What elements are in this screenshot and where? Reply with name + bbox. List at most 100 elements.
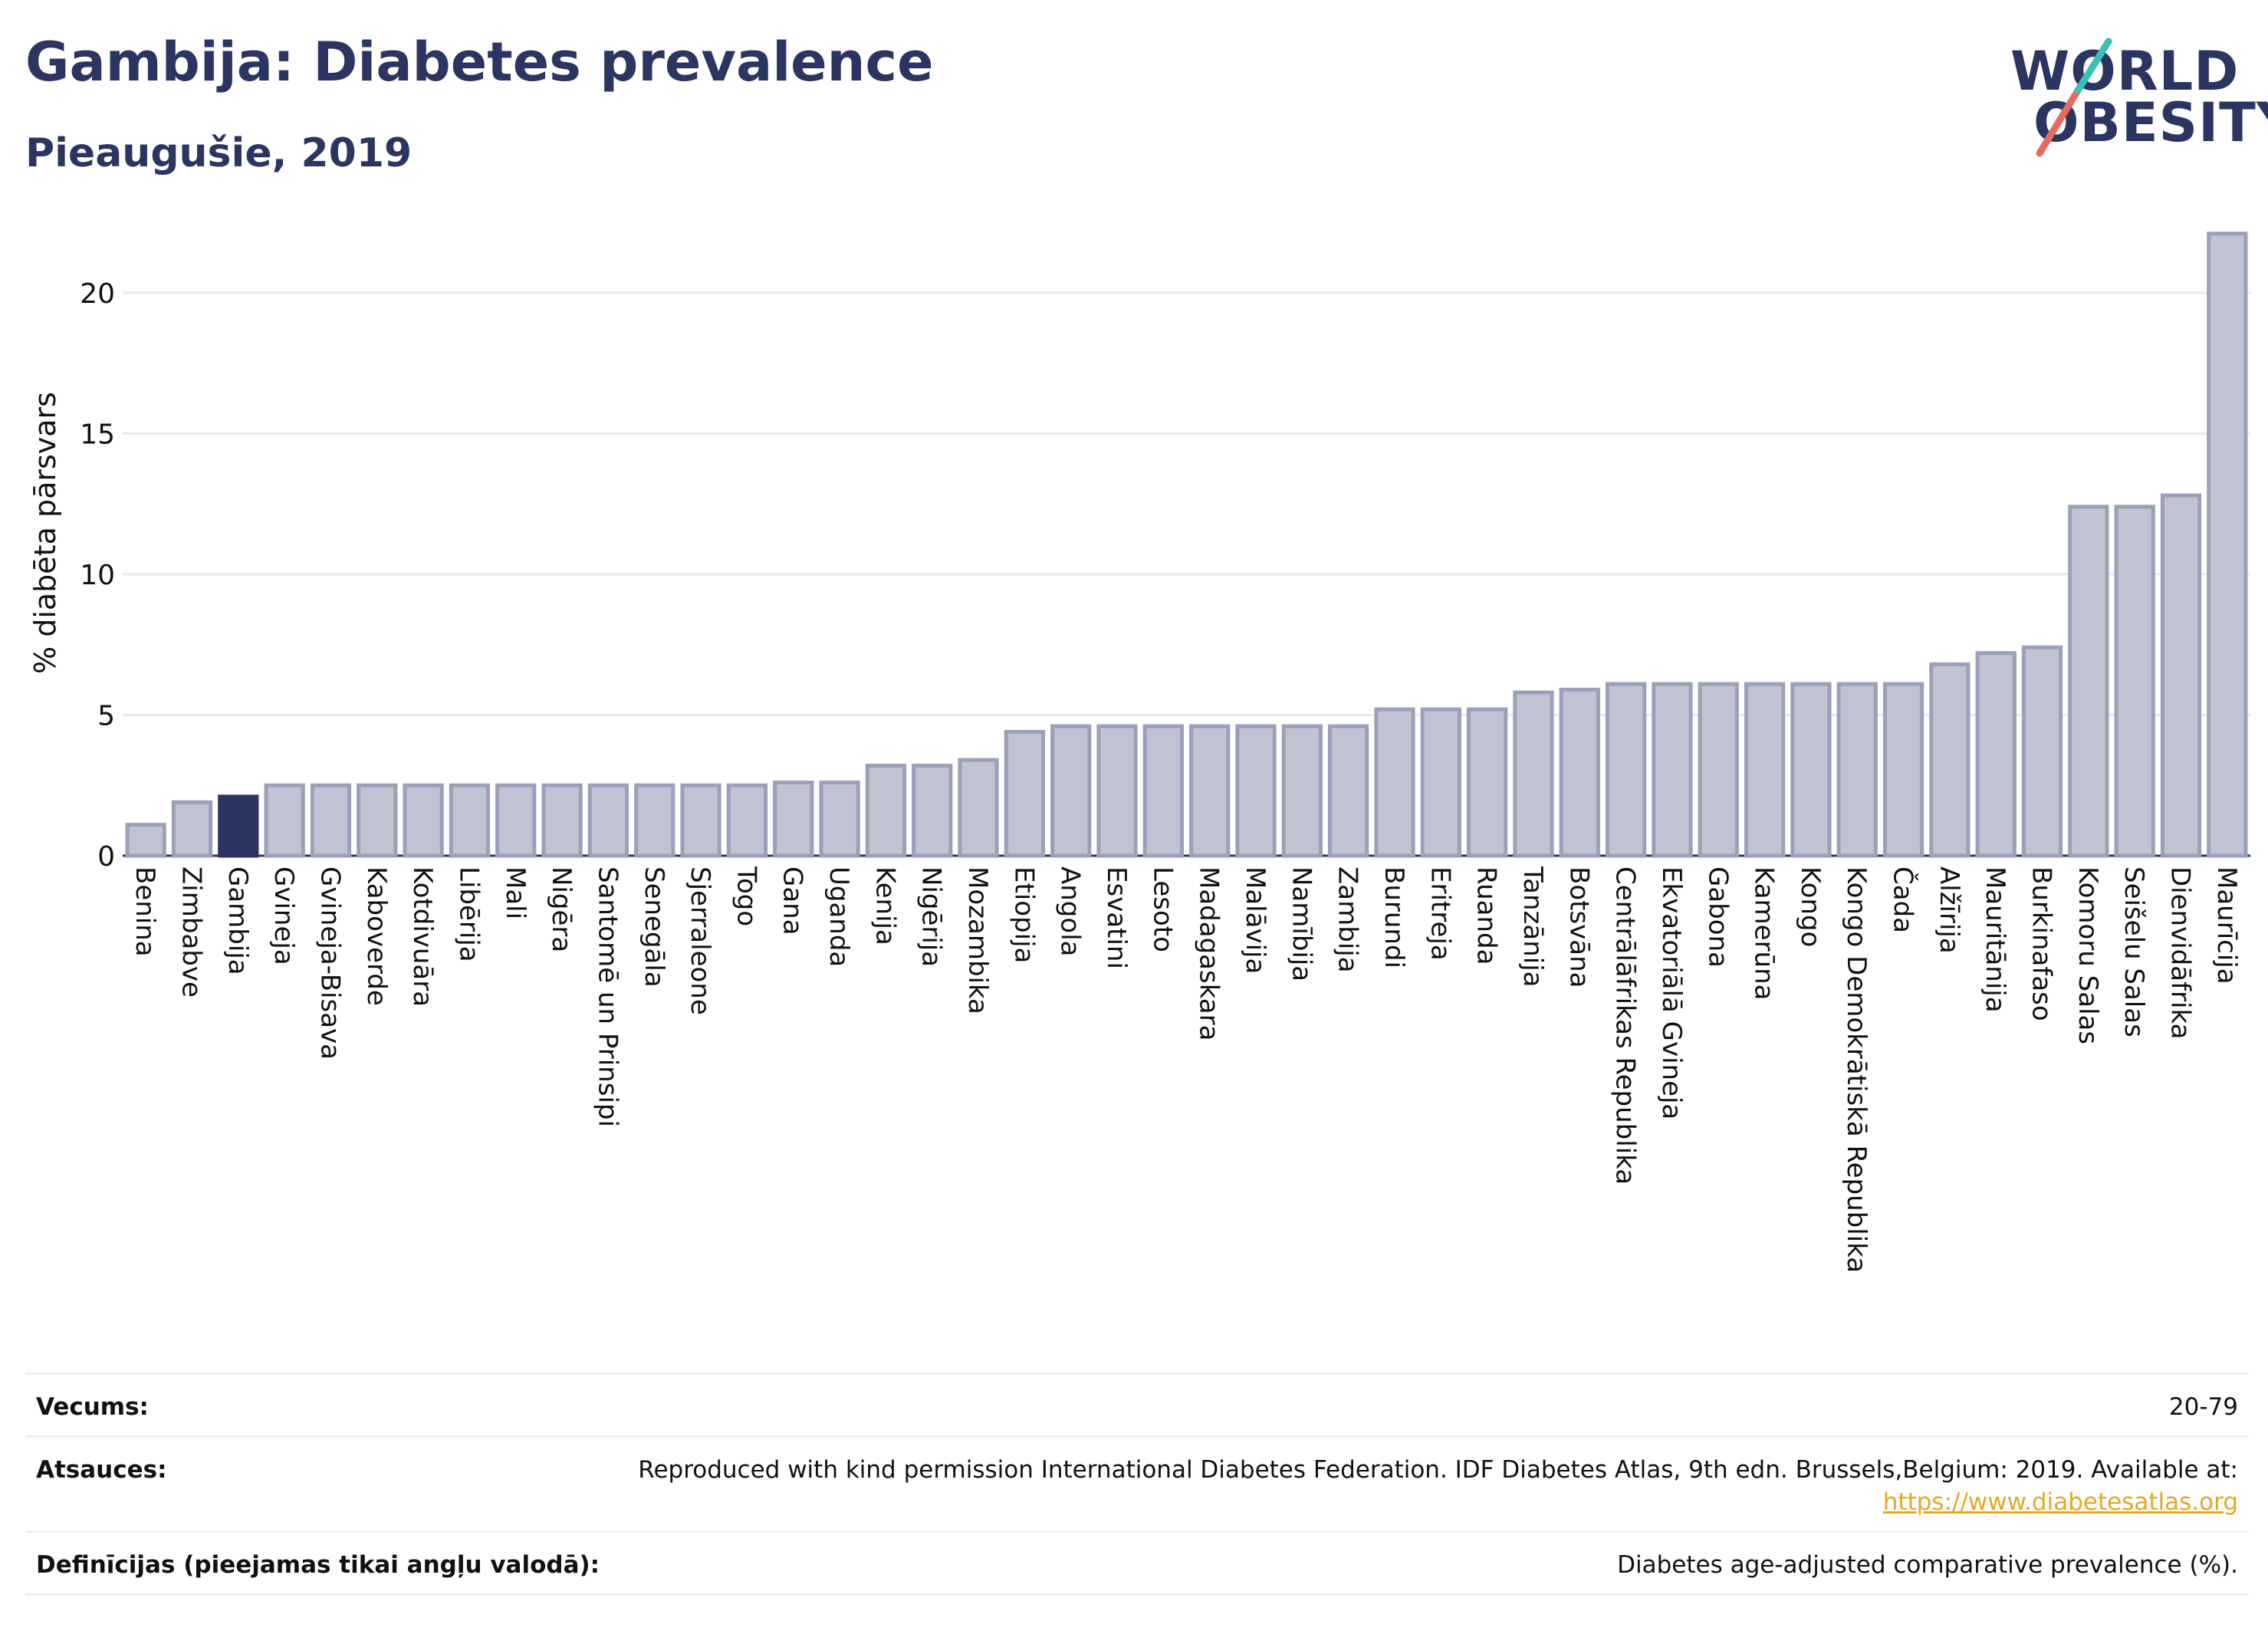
x-tick-label: Togo — [731, 866, 761, 926]
bar-zimbabve[interactable] — [171, 800, 213, 858]
x-tick-label: Etiopija — [1008, 866, 1039, 963]
y-tick-label: 10 — [80, 560, 115, 591]
bar-gambija[interactable] — [218, 794, 259, 858]
x-tick-label: Kongo — [1795, 866, 1826, 947]
grid-layer — [123, 291, 2250, 716]
definitions-label: Definīcijas (pieejamas tikai angļu valod… — [36, 1551, 600, 1579]
definitions-value: Diabetes age-adjusted comparative preval… — [1617, 1551, 2238, 1579]
x-tick-label: Senegāla — [639, 866, 669, 988]
x-tick-label: Alžīrija — [1934, 866, 1964, 954]
logo-slash-icon — [2036, 38, 2112, 157]
chart-subtitle: Pieaugušie, 2019 — [25, 130, 413, 176]
bar-mauritānija[interactable] — [1975, 651, 2017, 858]
y-tick-label: 0 — [97, 841, 115, 873]
bar-uganda[interactable] — [819, 781, 860, 858]
bar-burundi[interactable] — [1374, 707, 1415, 858]
chart-title: Gambija: Diabetes prevalence — [25, 31, 934, 94]
bar-dienvidāfrika[interactable] — [2160, 493, 2202, 858]
x-tick-label: Kaboverde — [361, 866, 392, 1006]
bar-libērija[interactable] — [449, 783, 491, 858]
bar-togo[interactable] — [726, 783, 768, 858]
x-tick-label: Seišelu Salas — [2118, 866, 2149, 1037]
bar-chart: 0 5 10 15 20 Benina Zimbabve Gambija Gvineja Gvi… — [28, 232, 2250, 1273]
bar-botsvāna[interactable] — [1559, 687, 1600, 858]
bar-zambija[interactable] — [1328, 724, 1369, 858]
bar-maurīcija[interactable] — [2207, 232, 2248, 858]
bar-namībija[interactable] — [1281, 724, 1323, 858]
x-tick-label: Madagaskara — [1194, 866, 1224, 1041]
x-tick-label: Sjerraleone — [685, 866, 715, 1015]
bar-kongo-demokrātiskā-republika[interactable] — [1836, 682, 1878, 858]
bar-malāvija[interactable] — [1235, 724, 1277, 858]
x-tick-label: Ekvatoriālā Gvineja — [1656, 866, 1687, 1119]
bar-angola[interactable] — [1050, 724, 1092, 858]
bar-kotdivuāra[interactable] — [403, 783, 444, 858]
x-tick-label: Botsvāna — [1563, 866, 1594, 988]
bar-čada[interactable] — [1882, 682, 1925, 858]
x-tick-label: Zambija — [1333, 866, 1363, 973]
info-table-bottom-border — [25, 1593, 2249, 1596]
x-tick-label: Angola — [1055, 866, 1086, 956]
x-tick-label: Nigērija — [916, 866, 947, 967]
x-tick-label: Nigēra — [546, 866, 577, 952]
bar-ruanda[interactable] — [1466, 707, 1508, 858]
x-tick-label: Gana — [777, 866, 808, 935]
x-axis-labels: Benina Zimbabve Gambija Gvineja Gvineja-Bisa… — [130, 866, 2242, 1273]
x-tick-label: Gabona — [1702, 866, 1733, 968]
bar-mozambika[interactable] — [958, 758, 999, 858]
x-tick-label: Maurīcija — [2211, 866, 2242, 985]
x-tick-label: Kamerūna — [1749, 866, 1780, 1000]
world-obesity-logo: WORLD OBESITY — [2001, 23, 2268, 161]
bar-esvatini[interactable] — [1096, 724, 1138, 858]
bar-gana[interactable] — [773, 781, 814, 858]
bar-gabona[interactable] — [1698, 682, 1739, 858]
bar-komoru-salas[interactable] — [2068, 505, 2109, 858]
bar-gvineja-bisava[interactable] — [310, 783, 352, 858]
bar-nigērija[interactable] — [912, 764, 953, 858]
bar-mali[interactable] — [495, 783, 537, 858]
x-tick-label: Gambija — [222, 866, 253, 975]
x-tick-label: Ruanda — [1471, 866, 1502, 965]
bar-santomē-un-prinsipi[interactable] — [587, 783, 629, 858]
x-tick-label: Malāvija — [1240, 866, 1270, 974]
x-tick-label: Čada — [1888, 866, 1919, 933]
x-tick-label: Mauritānija — [1980, 866, 2010, 1013]
bar-kenija[interactable] — [865, 764, 907, 858]
x-tick-label: Kongo Demokrātiskā Republika — [1841, 866, 1872, 1273]
y-tick-label: 20 — [80, 278, 115, 310]
bar-nigēra[interactable] — [541, 783, 583, 858]
bar-madagaskara[interactable] — [1189, 724, 1231, 858]
bar-seišelu-salas[interactable] — [2114, 505, 2155, 858]
bar-eritreja[interactable] — [1420, 707, 1461, 858]
bar-kamerūna[interactable] — [1744, 682, 1786, 858]
x-tick-label: Komoru Salas — [2072, 866, 2103, 1044]
bar-centrālāfrikas-republika[interactable] — [1605, 682, 1647, 858]
x-tick-label: Santomē un Prinsipi — [592, 866, 623, 1127]
bar-gvineja[interactable] — [264, 783, 305, 858]
bar-lesoto[interactable] — [1142, 724, 1184, 858]
x-tick-label: Lesoto — [1147, 866, 1178, 952]
bar-kaboverde[interactable] — [357, 783, 398, 858]
x-tick-label: Gvineja-Bisava — [314, 866, 345, 1060]
x-tick-label: Kenija — [869, 866, 900, 945]
x-tick-label: Burundi — [1379, 866, 1409, 968]
sources-label: Atsauces: — [36, 1456, 167, 1484]
bar-benina[interactable] — [125, 823, 166, 858]
x-tick-label: Benina — [130, 866, 160, 957]
info-row-definitions: Definīcijas (pieejamas tikai angļu valod… — [25, 1530, 2249, 1596]
bar-alžīrija[interactable] — [1929, 662, 1971, 858]
bar-etiopija[interactable] — [1004, 729, 1045, 858]
x-tick-label: Kotdivuāra — [407, 866, 438, 1007]
bar-tanzānija[interactable] — [1513, 690, 1554, 858]
bar-burkinafaso[interactable] — [2021, 645, 2063, 858]
y-axis-label: % diabēta pārsvars — [28, 392, 62, 674]
sources-link[interactable]: https://www.diabetesatlas.org — [1882, 1488, 2238, 1516]
age-label: Vecums: — [36, 1393, 149, 1421]
x-tick-label: Mozambika — [962, 866, 993, 1014]
x-tick-label: Dienvidāfrika — [2165, 866, 2196, 1039]
bar-ekvatoriālā-gvineja[interactable] — [1652, 682, 1693, 858]
bar-sjerraleone[interactable] — [680, 783, 721, 858]
bar-senegāla[interactable] — [634, 783, 675, 858]
x-tick-label: Centrālāfrikas Republika — [1610, 866, 1641, 1185]
bar-kongo[interactable] — [1790, 682, 1832, 858]
